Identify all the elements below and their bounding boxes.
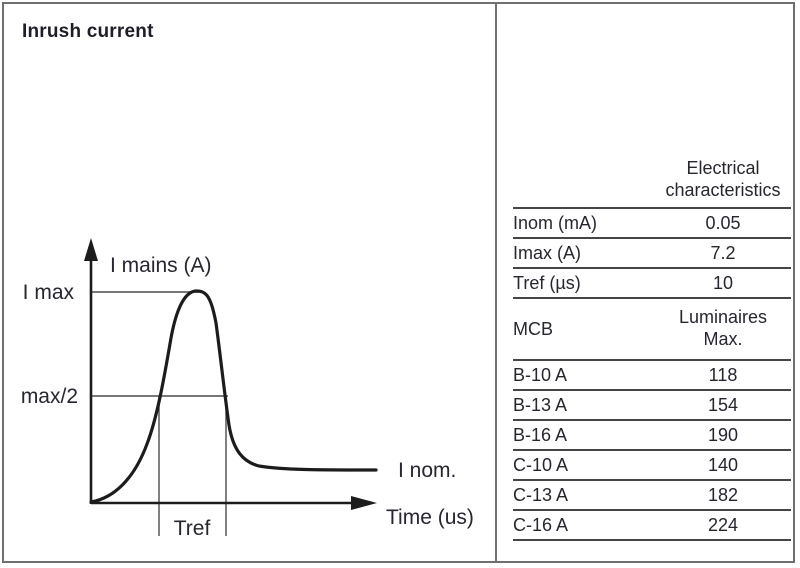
row-label: B-13 A (513, 390, 655, 421)
row-value: 224 (655, 510, 791, 541)
row-value: 190 (655, 420, 791, 451)
table-row-b10: B-10 A 118 (513, 360, 791, 391)
table-row-c13: C-13 A 182 (513, 480, 791, 511)
page-title: Inrush current (22, 21, 154, 42)
header-luminaires-max: Luminaires Max. (655, 298, 791, 361)
table-header-row: Electrical characteristics (513, 156, 791, 209)
row-label: B-16 A (513, 420, 655, 451)
row-label: Tref (µs) (513, 268, 655, 299)
row-value: 182 (655, 480, 791, 511)
table-row-tref: Tref (µs) 10 (513, 268, 791, 299)
row-label: Inom (mA) (513, 208, 655, 239)
table-row-inom: Inom (mA) 0.05 (513, 208, 791, 239)
y-axis-arrow (84, 238, 98, 261)
table-row-b13: B-13 A 154 (513, 390, 791, 421)
row-value: 154 (655, 390, 791, 421)
header-mcb: MCB (513, 298, 655, 361)
x-axis-label: Time (us) (386, 506, 474, 529)
row-value: 118 (655, 360, 791, 391)
row-label: C-13 A (513, 480, 655, 511)
header-electrical-characteristics-text: Electrical characteristics (665, 158, 781, 201)
table-row-b16: B-16 A 190 (513, 420, 791, 451)
y-axis-label: I mains (A) (110, 254, 212, 277)
panel-divider (495, 4, 497, 561)
row-value: 0.05 (655, 208, 791, 239)
row-value: 7.2 (655, 238, 791, 269)
inrush-current-curve (89, 289, 378, 504)
x-axis-arrow (351, 496, 377, 510)
imax-label: I max (23, 281, 75, 304)
row-label: Imax (A) (513, 238, 655, 269)
table-row-c10: C-10 A 140 (513, 450, 791, 481)
header-empty-cell (513, 156, 655, 209)
header-electrical-characteristics: Electrical characteristics (655, 156, 791, 209)
inom-label: I nom. (398, 459, 456, 482)
tref-label: Tref (174, 517, 211, 540)
row-label: C-16 A (513, 510, 655, 541)
half-max-label: max/2 (21, 385, 78, 408)
row-label: C-10 A (513, 450, 655, 481)
electrical-characteristics-table: Electrical characteristics Inom (mA) 0.0… (513, 156, 791, 541)
header-luminaires-max-text: Luminaires Max. (678, 307, 768, 349)
table-row-c16: C-16 A 224 (513, 510, 791, 541)
table-row-imax: Imax (A) 7.2 (513, 238, 791, 269)
row-value: 140 (655, 450, 791, 481)
row-label: B-10 A (513, 360, 655, 391)
table-header-row-mcb: MCB Luminaires Max. (513, 298, 791, 361)
row-value: 10 (655, 268, 791, 299)
